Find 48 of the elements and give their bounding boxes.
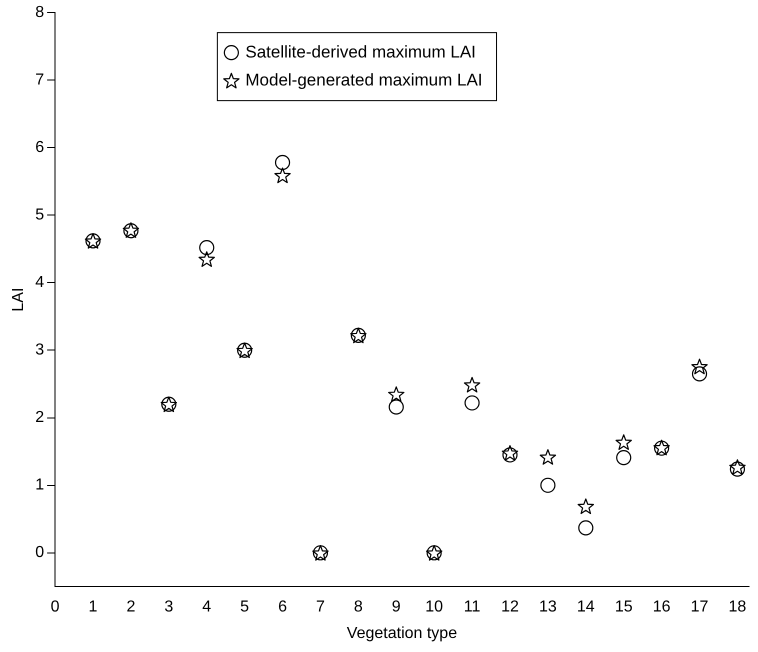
point	[199, 240, 214, 256]
point	[578, 498, 594, 514]
x-tick-label: 10	[425, 598, 444, 616]
y-tick-label: 7	[35, 72, 44, 89]
y-tick-label: 5	[35, 206, 44, 224]
y-tick-label: 3	[35, 342, 44, 359]
x-tick-label: 12	[501, 598, 519, 616]
point	[692, 366, 708, 382]
point	[388, 386, 404, 402]
x-tick-label: 3	[164, 598, 174, 616]
y-tick-label: 6	[35, 139, 44, 156]
y-tick-label: 8	[35, 4, 44, 22]
point	[691, 358, 708, 374]
x-axis-title: Vegetation type	[346, 624, 458, 642]
x-tick-label: 2	[126, 598, 136, 616]
legend-label: Satellite-derived maximum LAI	[245, 42, 476, 62]
y-tick-label: 4	[35, 274, 44, 292]
x-tick-label: 11	[464, 598, 480, 616]
x-tick-label: 15	[614, 598, 633, 616]
y-tick-label: 1	[35, 476, 44, 494]
y-tick-label: 0	[35, 544, 44, 562]
x-tick-label: 17	[690, 598, 709, 616]
x-tick-label: 16	[652, 598, 671, 616]
point	[274, 168, 291, 184]
point	[464, 395, 480, 411]
x-tick-label: 1	[88, 598, 98, 616]
x-tick-label: 9	[392, 598, 401, 616]
point	[198, 251, 215, 267]
point	[464, 376, 480, 393]
point	[616, 434, 632, 450]
x-tick-label: 4	[202, 598, 212, 616]
x-tick-label: 13	[538, 598, 557, 616]
y-tick-label: 2	[35, 409, 44, 426]
point	[388, 399, 404, 415]
point	[540, 449, 556, 465]
x-tick-label: 8	[354, 598, 363, 616]
point	[616, 450, 632, 466]
legend-label: Model-generated maximum LAI	[245, 70, 483, 90]
x-tick-label: 7	[316, 598, 325, 616]
x-tick-label: 6	[278, 598, 288, 616]
point	[578, 520, 594, 536]
x-tick-label: 5	[240, 598, 250, 616]
point	[540, 478, 556, 493]
point	[274, 154, 290, 170]
x-tick-label: 18	[728, 598, 746, 616]
x-tick-label: 0	[50, 598, 60, 616]
x-tick-label: 14	[576, 598, 595, 616]
y-axis-title: LAI	[10, 288, 28, 312]
